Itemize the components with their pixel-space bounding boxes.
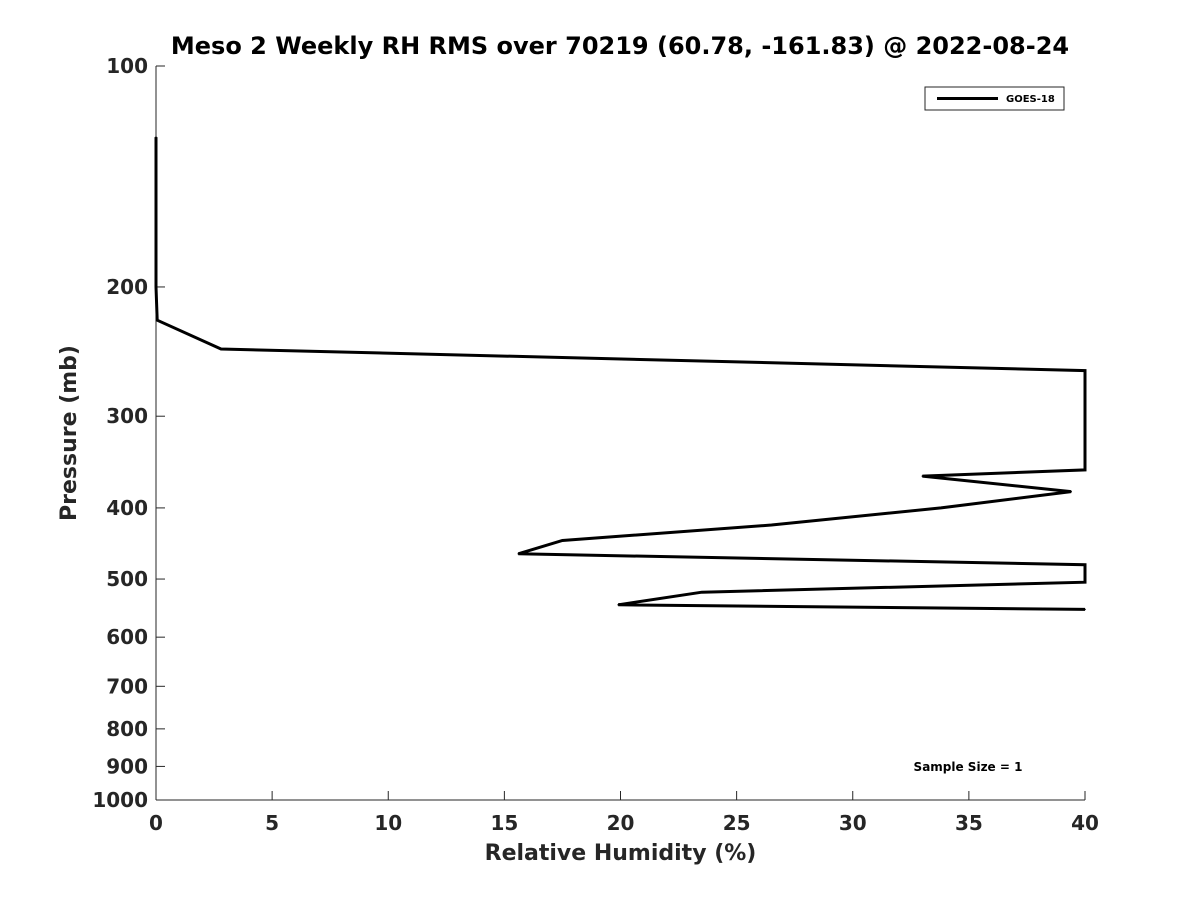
data-point	[1070, 490, 1072, 493]
y-axis-label: Pressure (mb)	[57, 345, 82, 521]
x-tick-label: 25	[723, 811, 751, 835]
y-tick-label: 200	[106, 275, 148, 299]
y-tick-label: 1000	[92, 788, 148, 812]
data-point	[155, 286, 157, 288]
data-point	[1084, 581, 1086, 583]
x-tick-label: 15	[490, 811, 518, 835]
data-point	[921, 475, 924, 477]
y-tick-label: 100	[106, 54, 148, 78]
x-axis-label: Relative Humidity (%)	[485, 841, 757, 866]
data-point	[1084, 469, 1086, 471]
chart-title: Meso 2 Weekly RH RMS over 70219 (60.78, …	[171, 32, 1069, 60]
x-tick-label: 35	[955, 811, 983, 835]
data-point	[155, 194, 157, 197]
data-point	[517, 553, 520, 555]
data-point	[617, 604, 619, 606]
x-tick-label: 10	[374, 811, 402, 835]
data-point	[156, 319, 158, 322]
x-tick-label: 40	[1071, 811, 1099, 835]
data-point	[940, 507, 942, 509]
y-tick-label: 400	[106, 496, 148, 520]
x-tick-label: 30	[839, 811, 867, 835]
data-point	[561, 539, 564, 542]
x-tick-label: 5	[265, 811, 279, 835]
x-tick-label: 0	[149, 811, 163, 835]
data-point	[220, 348, 222, 350]
data-point	[1084, 608, 1086, 611]
y-tick-label: 300	[106, 404, 148, 428]
series-line	[154, 137, 1087, 611]
y-axis-ticks: 100 200 300 400 500 600 700 800 900 1000	[92, 54, 165, 812]
sample-size-annotation: Sample Size = 1	[914, 760, 1023, 774]
y-tick-label: 700	[106, 674, 148, 698]
data-point	[1084, 369, 1086, 372]
plot-area	[156, 66, 1085, 800]
data-point	[155, 136, 157, 138]
y-tick-label: 500	[106, 567, 148, 591]
series-layer	[154, 136, 1087, 611]
legend-entry-label: GOES-18	[1006, 94, 1055, 105]
y-tick-label: 900	[106, 754, 148, 778]
data-point	[770, 524, 773, 526]
y-tick-label: 600	[106, 625, 148, 649]
data-point	[1084, 563, 1086, 566]
x-axis-ticks: 0 5 10 15 20 25 30 35 40	[149, 791, 1099, 835]
legend: GOES-18	[924, 86, 1065, 111]
y-tick-label: 800	[106, 717, 148, 741]
data-point	[701, 591, 703, 593]
x-tick-label: 20	[607, 811, 635, 835]
